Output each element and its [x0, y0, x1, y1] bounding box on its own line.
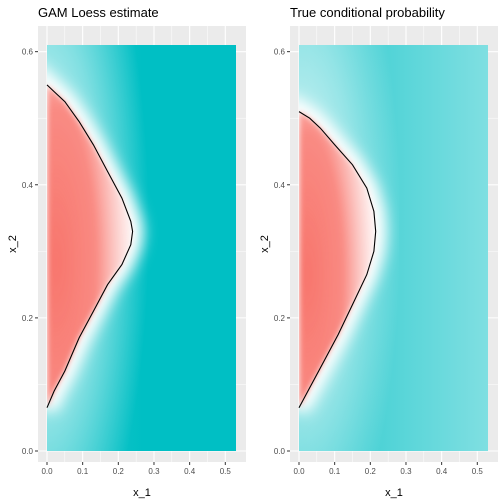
x-tick-label: 0.3: [400, 467, 412, 476]
y-tick-label: 0.4: [274, 181, 286, 190]
x-tick-label: 0.4: [184, 467, 196, 476]
x-tick-label: 0.2: [365, 467, 377, 476]
x-axis-label: x_1: [133, 487, 151, 499]
x-tick-label: 0.2: [113, 467, 125, 476]
panel-title: GAM Loess estimate: [38, 5, 159, 20]
heatmap-low-region: [299, 111, 376, 408]
y-tick-label: 0.6: [22, 48, 34, 57]
x-tick-label: 0.1: [329, 467, 341, 476]
axis-ticks: 0.0 0.1 0.2 0.3 0.4 0.5 0.0 0.2 0.4 0.6: [274, 48, 484, 476]
panel-title: True conditional probability: [290, 5, 445, 20]
panel-gam-loess: GAM Loess estimate 0.0 0.1 0.2 0.3 0.4 0.50.0…: [7, 5, 246, 499]
decision-boundary: [298, 111, 377, 408]
x-tick-label: 0.4: [436, 467, 448, 476]
y-tick-label: 0.2: [22, 314, 34, 323]
x-tick-label: 0.3: [148, 467, 160, 476]
y-tick-label: 0.6: [274, 48, 286, 57]
axis-ticks: 0.0 0.1 0.2 0.3 0.4 0.5 0.0 0.2 0.4 0.6: [22, 48, 232, 476]
y-tick-label: 0.2: [274, 314, 286, 323]
x-axis-label: x_1: [385, 487, 403, 499]
x-tick-label: 0.0: [41, 467, 53, 476]
y-axis-label: x_2: [259, 235, 271, 253]
decision-boundary: [46, 84, 134, 408]
y-tick-label: 0.0: [22, 447, 34, 456]
heatmap-surface: [299, 45, 488, 451]
y-axis-label: x_2: [7, 235, 19, 253]
heatmap-low-region: [47, 84, 133, 408]
x-tick-label: 0.0: [293, 467, 305, 476]
x-tick-label: 0.5: [220, 467, 232, 476]
x-tick-label: 0.1: [77, 467, 89, 476]
y-tick-label: 0.0: [274, 447, 286, 456]
y-tick-label: 0.4: [22, 181, 34, 190]
panel-true-probability: True conditional probability 0.0 0.1 0.2 0.…: [259, 5, 498, 499]
x-tick-label: 0.5: [472, 467, 484, 476]
heatmap-surface: [47, 45, 236, 451]
